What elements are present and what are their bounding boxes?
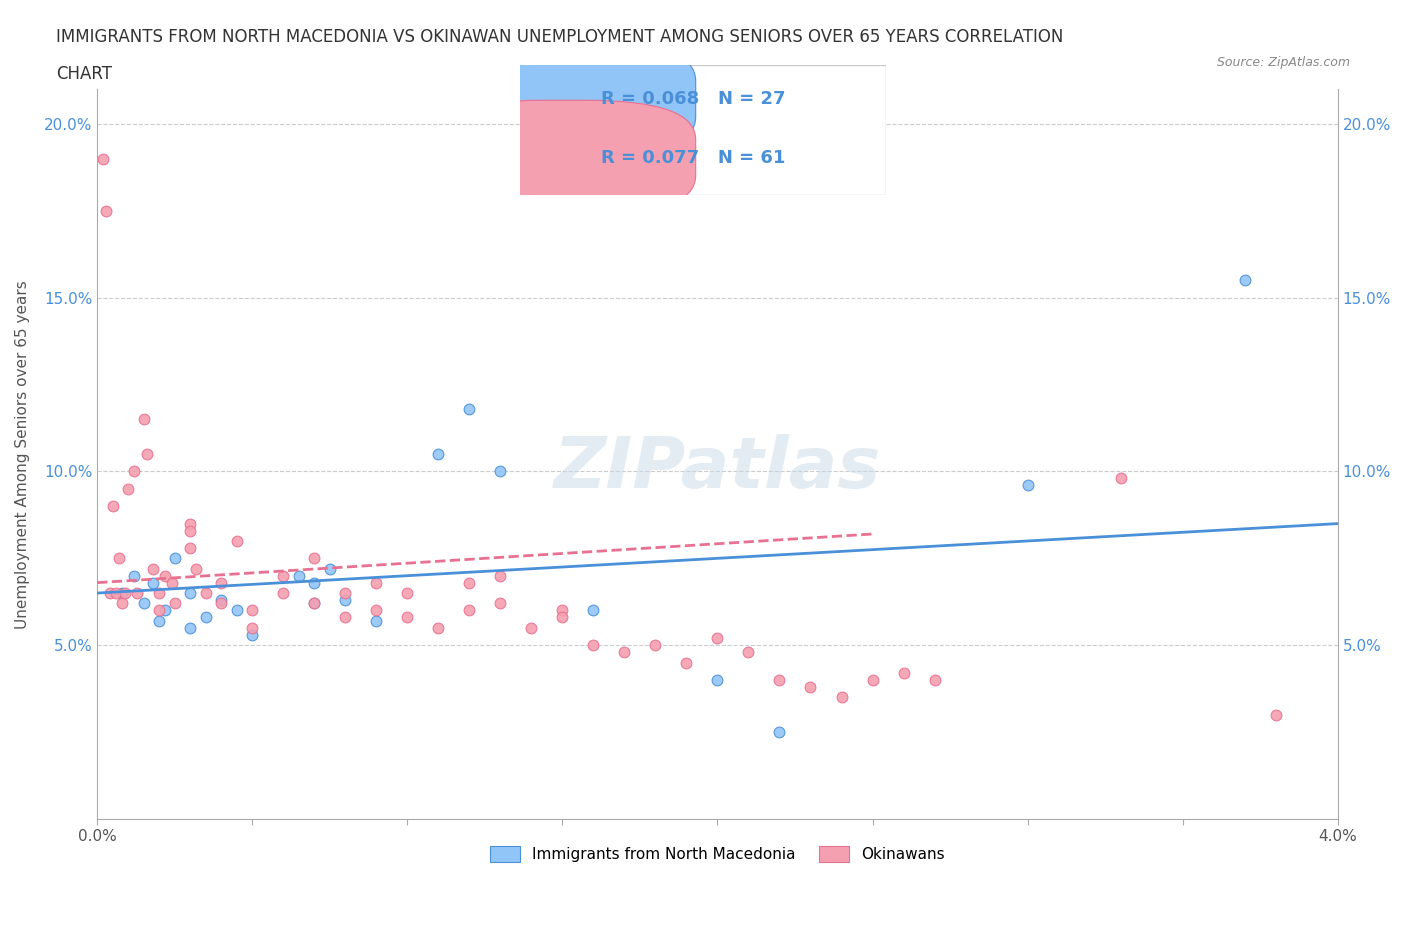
Point xyxy=(893,666,915,681)
Point xyxy=(114,586,136,601)
Point xyxy=(271,586,294,601)
Point xyxy=(142,562,165,577)
Point xyxy=(427,620,450,635)
FancyBboxPatch shape xyxy=(433,42,696,156)
Point xyxy=(132,412,155,427)
Point xyxy=(458,576,481,591)
Point xyxy=(675,655,697,670)
Point xyxy=(163,596,186,611)
Text: Source: ZipAtlas.com: Source: ZipAtlas.com xyxy=(1216,56,1350,69)
Point xyxy=(396,610,419,625)
Point xyxy=(124,464,146,479)
Point xyxy=(148,603,170,618)
Point xyxy=(163,551,186,565)
Point xyxy=(111,586,134,601)
Point xyxy=(179,516,201,531)
Point xyxy=(613,644,636,659)
Point xyxy=(335,586,357,601)
Point xyxy=(101,498,124,513)
Point xyxy=(186,562,208,577)
Text: ZIPatlas: ZIPatlas xyxy=(554,434,882,503)
Text: CHART: CHART xyxy=(56,65,112,83)
Point xyxy=(209,576,232,591)
Point xyxy=(862,672,884,687)
Point xyxy=(1017,478,1039,493)
Point xyxy=(582,603,605,618)
Point xyxy=(194,610,217,625)
Point xyxy=(111,596,134,611)
Point xyxy=(117,482,139,497)
Point xyxy=(644,638,666,653)
Point xyxy=(366,603,388,618)
Point xyxy=(582,638,605,653)
Point xyxy=(91,152,114,166)
Point xyxy=(127,586,149,601)
Point xyxy=(209,596,232,611)
Point xyxy=(135,446,157,461)
Point xyxy=(319,562,342,577)
Point xyxy=(924,672,946,687)
Text: R = 0.068   N = 27: R = 0.068 N = 27 xyxy=(600,90,785,108)
Point xyxy=(287,568,309,583)
Point xyxy=(458,402,481,417)
Point xyxy=(489,596,512,611)
Point xyxy=(366,614,388,629)
Point xyxy=(155,568,177,583)
Point xyxy=(225,534,247,549)
Point xyxy=(831,690,853,705)
Point xyxy=(768,672,790,687)
Point xyxy=(489,464,512,479)
Point xyxy=(520,620,543,635)
Point xyxy=(194,586,217,601)
Point xyxy=(1264,707,1286,722)
Point xyxy=(155,603,177,618)
Point xyxy=(271,568,294,583)
Point xyxy=(124,568,146,583)
Text: IMMIGRANTS FROM NORTH MACEDONIA VS OKINAWAN UNEMPLOYMENT AMONG SENIORS OVER 65 Y: IMMIGRANTS FROM NORTH MACEDONIA VS OKINA… xyxy=(56,28,1063,46)
Point xyxy=(335,592,357,607)
Point xyxy=(551,603,574,618)
Point xyxy=(160,576,183,591)
Point xyxy=(302,551,325,565)
Point xyxy=(366,576,388,591)
Point xyxy=(96,204,118,219)
Point xyxy=(104,586,127,601)
Point xyxy=(458,603,481,618)
Point xyxy=(768,724,790,739)
Point xyxy=(108,551,131,565)
Point xyxy=(179,620,201,635)
Point xyxy=(240,603,263,618)
Point xyxy=(240,628,263,643)
Point xyxy=(706,672,728,687)
Point xyxy=(179,523,201,538)
Point xyxy=(551,610,574,625)
Text: R = 0.077   N = 61: R = 0.077 N = 61 xyxy=(600,149,785,166)
Point xyxy=(98,586,121,601)
Point xyxy=(427,446,450,461)
Point xyxy=(209,592,232,607)
Point xyxy=(737,644,759,659)
Point xyxy=(148,614,170,629)
Point xyxy=(396,586,419,601)
Point xyxy=(706,631,728,645)
Point xyxy=(1109,471,1132,485)
Point xyxy=(1233,273,1256,288)
FancyBboxPatch shape xyxy=(520,65,886,195)
Point xyxy=(148,586,170,601)
FancyBboxPatch shape xyxy=(433,100,696,215)
Y-axis label: Unemployment Among Seniors over 65 years: Unemployment Among Seniors over 65 years xyxy=(15,280,30,629)
Point xyxy=(302,576,325,591)
Point xyxy=(302,596,325,611)
Point xyxy=(302,596,325,611)
Legend: Immigrants from North Macedonia, Okinawans: Immigrants from North Macedonia, Okinawa… xyxy=(482,838,953,870)
Point xyxy=(225,603,247,618)
Point xyxy=(489,568,512,583)
Point xyxy=(799,680,821,695)
Point xyxy=(179,540,201,555)
Point xyxy=(179,586,201,601)
Point xyxy=(240,620,263,635)
Point xyxy=(335,610,357,625)
Point xyxy=(142,576,165,591)
Point xyxy=(132,596,155,611)
